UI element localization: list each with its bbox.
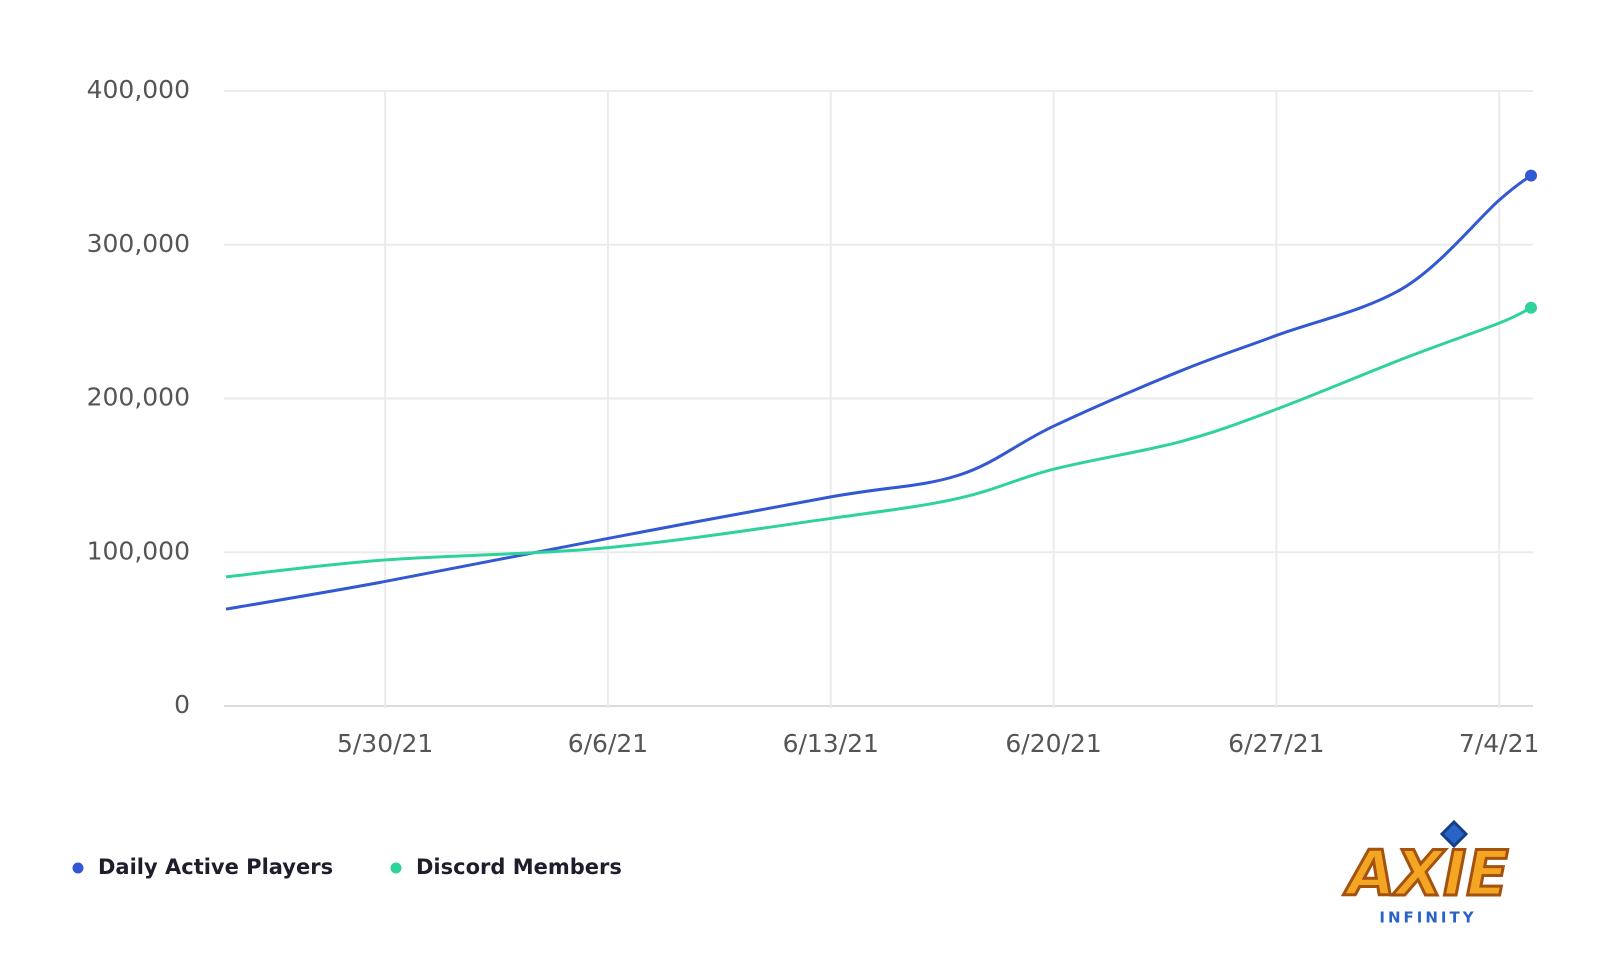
legend-marker <box>390 862 402 874</box>
x-tick-label: 7/4/21 <box>1459 729 1539 758</box>
logo-tagline: INFINITY <box>1379 909 1476 927</box>
legend-label: Daily Active Players <box>98 855 333 879</box>
y-tick-label: 300,000 <box>87 229 190 258</box>
legend-marker <box>72 862 84 874</box>
series-line <box>225 174 1532 611</box>
x-tick-label: 6/13/21 <box>783 729 879 758</box>
series-line <box>225 306 1532 579</box>
y-tick-label: 100,000 <box>87 536 190 565</box>
end-point <box>1525 169 1537 182</box>
x-tick-label: 6/27/21 <box>1228 729 1324 758</box>
y-tick-label: 0 <box>174 690 190 719</box>
end-point <box>1525 301 1537 314</box>
logo-title: AXIE <box>1342 837 1508 910</box>
x-tick-label: 5/30/21 <box>337 729 433 758</box>
x-tick-label: 6/6/21 <box>568 729 648 758</box>
legend-label: Discord Members <box>416 855 622 879</box>
logo: AXIE INFINITY <box>1341 819 1510 927</box>
x-tick-label: 6/20/21 <box>1005 729 1101 758</box>
y-tick-label: 400,000 <box>87 75 190 104</box>
y-tick-label: 200,000 <box>87 383 190 412</box>
logo-gem <box>1439 819 1469 849</box>
